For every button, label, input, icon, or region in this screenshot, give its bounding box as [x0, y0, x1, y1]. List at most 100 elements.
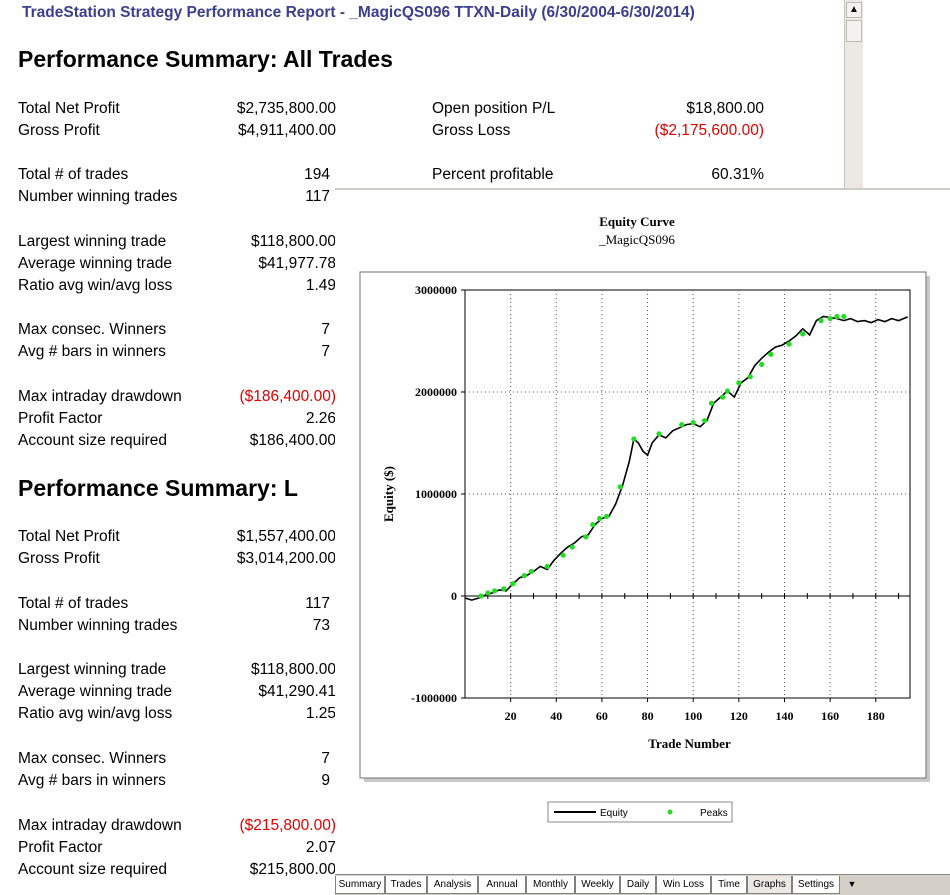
peak-point: [747, 374, 753, 380]
scroll-thumb[interactable]: [846, 20, 862, 42]
stat-value: 73: [312, 617, 330, 634]
stat-ratio-win-loss: Ratio avg win/avg loss 1.25: [18, 705, 338, 727]
peak-point: [818, 318, 824, 324]
x-tick-label: 160: [821, 709, 839, 723]
stat-label: Gross Loss: [432, 122, 511, 139]
stat-value: $118,800.00: [250, 661, 336, 678]
stat-label: Gross Profit: [18, 550, 100, 567]
peak-point: [768, 351, 774, 357]
tab-summary[interactable]: Summary: [335, 876, 385, 894]
stat-average-winning-trade: Average winning trade $41,290.41: [18, 683, 338, 705]
tab-daily[interactable]: Daily: [620, 876, 656, 894]
stat-label: Max intraday drawdown: [18, 388, 182, 405]
stat-value: $2,735,800.00: [236, 100, 336, 117]
tab-weekly[interactable]: Weekly: [575, 876, 620, 894]
peak-point: [528, 568, 534, 575]
stat-label: Number winning trades: [18, 617, 178, 634]
stat-gross-profit: Gross Profit $4,911,400.00: [18, 122, 338, 144]
peak-point: [478, 593, 484, 599]
stat-label: Max intraday drawdown: [18, 817, 182, 834]
peak-point: [521, 573, 527, 579]
peak-point: [827, 315, 833, 322]
peak-point: [724, 388, 731, 394]
stat-label: Max consec. Winners: [18, 750, 167, 767]
section-heading-long-trades: Performance Summary: L: [18, 475, 298, 501]
tab-analysis[interactable]: Analysis: [427, 876, 478, 894]
legend-peaks-swatch: [667, 809, 673, 815]
stat-label: Total # of trades: [18, 595, 129, 612]
stat-average-winning-trade: Average winning trade $41,977.78: [18, 255, 338, 277]
stat-value: $41,290.41: [258, 683, 336, 700]
stat-label: Largest winning trade: [18, 661, 167, 678]
stat-label: Account size required: [18, 861, 168, 878]
peak-point: [485, 590, 491, 596]
peak-point: [759, 361, 765, 368]
y-tick-label: 1000000: [415, 487, 457, 501]
stat-value: 194: [304, 166, 330, 183]
peak-point: [720, 394, 726, 400]
peak-point: [702, 417, 708, 424]
stat-label: Account size required: [18, 432, 168, 449]
stat-value: 7: [321, 321, 330, 338]
report-title: TradeStation Strategy Performance Report…: [22, 4, 695, 21]
y-tick-label: 2000000: [415, 385, 457, 399]
peak-point: [544, 563, 550, 570]
peak-point: [631, 436, 637, 442]
equity-chart-window: Equity Curve _MagicQS096 -1000000 0 1000000 2…: [335, 188, 950, 880]
stat-label: Largest winning trade: [18, 233, 167, 250]
stat-total-net-profit: Total Net Profit $2,735,800.00: [18, 100, 338, 122]
stat-total-trades: Total # of trades 194: [18, 166, 338, 188]
tab-win-loss[interactable]: Win Loss: [656, 876, 711, 894]
stat-value: $18,800.00: [686, 100, 764, 117]
x-tick-label: 100: [684, 709, 702, 723]
tab-settings[interactable]: Settings: [792, 876, 840, 894]
legend-box: [547, 801, 733, 823]
tab-time[interactable]: Time: [711, 876, 747, 894]
tab-trades[interactable]: Trades: [385, 876, 427, 894]
stat-avg-bars-winners: Avg # bars in winners 7: [18, 343, 338, 365]
peak-point: [590, 522, 596, 528]
stat-value: ($2,175,600.00): [654, 122, 764, 139]
scroll-up-arrow-icon[interactable]: ▲: [846, 2, 862, 18]
peak-point: [690, 420, 696, 426]
stat-value: $4,911,400.00: [238, 122, 336, 139]
stat-value: 9: [321, 772, 330, 789]
stat-label: Profit Factor: [18, 410, 103, 427]
tab-scroll-down-icon[interactable]: ▼: [847, 879, 857, 889]
vertical-scrollbar[interactable]: ▲: [844, 0, 863, 190]
peak-point: [597, 515, 603, 522]
peak-point: [800, 331, 806, 337]
x-tick-label: 140: [775, 709, 793, 723]
peak-point: [679, 422, 685, 428]
stat-label: Avg # bars in winners: [18, 772, 166, 789]
stat-value: 1.25: [305, 705, 336, 722]
stat-label: Total Net Profit: [18, 100, 120, 117]
x-tick-label: 80: [642, 709, 654, 723]
stat-max-consec-winners: Max consec. Winners 7: [18, 750, 338, 772]
stat-percent-profitable: Percent profitable 60.31%: [432, 166, 764, 188]
stat-label: Number winning trades: [18, 188, 178, 205]
stat-max-consec-winners: Max consec. Winners 7: [18, 321, 338, 343]
stat-value: 60.31%: [711, 166, 764, 183]
stat-label: Ratio avg win/avg loss: [18, 705, 173, 722]
stat-account-size-required: Account size required $215,800.00: [18, 861, 338, 883]
stat-label: Average winning trade: [18, 255, 172, 272]
x-tick-label: 180: [867, 709, 885, 723]
stat-value: 2.07: [305, 839, 336, 856]
tab-graphs[interactable]: Graphs: [747, 876, 792, 894]
stat-value: $118,800.00: [250, 233, 336, 250]
stat-value: 117: [305, 595, 330, 612]
chart-title: Equity Curve: [599, 214, 675, 229]
y-tick-label: -1000000: [411, 691, 457, 705]
report-tab-bar: Summary Trades Analysis Annual Monthly W…: [335, 874, 950, 895]
stat-max-intraday-drawdown: Max intraday drawdown ($215,800.00): [18, 817, 338, 839]
stat-value: 1.49: [305, 277, 336, 294]
tab-monthly[interactable]: Monthly: [526, 876, 575, 894]
stat-value: $1,557,400.00: [236, 528, 336, 545]
peak-point: [510, 581, 516, 587]
tab-annual[interactable]: Annual: [478, 876, 526, 894]
peak-point: [841, 313, 847, 320]
stat-value: 2.26: [305, 410, 336, 427]
stat-value: $3,014,200.00: [236, 550, 336, 567]
peak-point: [736, 380, 742, 386]
